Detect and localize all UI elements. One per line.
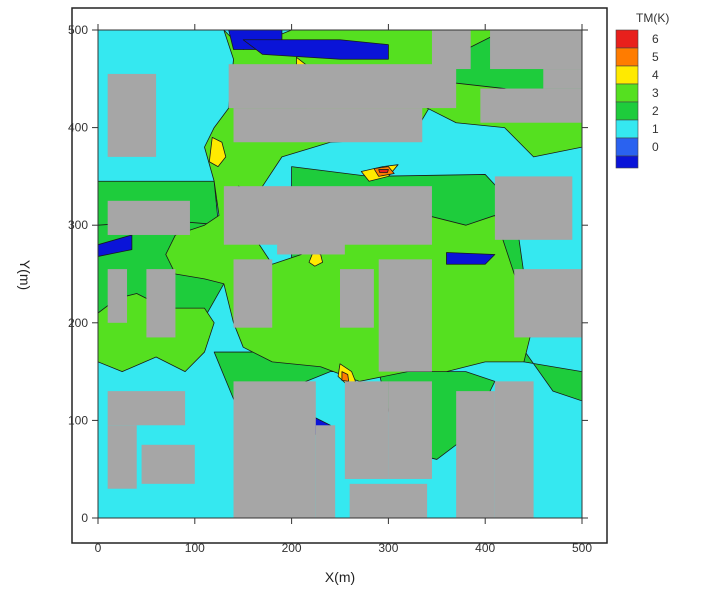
plot-border [97,29,583,519]
contour-region-level-6 [378,169,389,173]
building-block [306,78,423,109]
legend-label: 0 [652,140,659,154]
x-tick-label: 400 [475,541,495,555]
legend-swatch [615,83,639,103]
building-block [490,30,582,70]
building-block [277,225,345,255]
legend-label: 5 [652,50,659,64]
building-block [233,259,273,328]
building-block [107,269,128,323]
y-axis-ticks: 0 100 200 300 400 500 [68,23,588,525]
building-block [107,200,190,235]
y-tick-label: 100 [68,413,88,427]
legend-swatch [615,65,639,85]
legend-swatch [615,29,639,49]
building-block [315,425,336,518]
legend-label: 3 [652,86,659,100]
legend-swatch [615,47,639,67]
building-block [146,269,176,338]
contour-region-level-4 [208,136,227,168]
y-tick-label: 400 [68,121,88,135]
building-block [141,444,195,484]
building-block [233,108,423,143]
building-block [340,269,374,328]
building-block [107,391,186,426]
legend-label: 6 [652,32,659,46]
contour-region-level-low [98,234,133,257]
x-tick-label: 0 [95,541,102,555]
building-block [494,381,534,518]
building-block [233,381,316,518]
x-tick-label: 300 [378,541,398,555]
building-block [344,381,389,479]
x-tick-label: 100 [185,541,205,555]
building-block [456,391,495,518]
building-block [107,73,157,157]
y-tick-label: 300 [68,218,88,232]
building-block [494,176,573,240]
x-axis-ticks: 0 100 200 300 400 500 [95,24,592,555]
building-block [107,425,137,489]
legend-swatches: 6 5 4 3 2 1 0 [615,29,659,169]
y-tick-label: 200 [68,316,88,330]
building-block [543,69,582,89]
building-block [388,381,432,479]
y-tick-label: 500 [68,23,88,37]
legend-title: TM(K) [636,11,669,25]
legend-swatch [615,137,639,157]
building-block [378,259,432,372]
legend-swatch [615,119,639,139]
plot-area [98,30,582,518]
building-block [431,30,471,70]
legend-label: 2 [652,104,659,118]
legend-swatch-bottom [615,155,639,169]
y-axis-title: Y(m) [17,260,33,290]
buildings [107,30,582,518]
y-tick-label: 0 [81,511,88,525]
x-axis-title: X(m) [325,569,355,585]
building-block [349,483,428,518]
legend-label: 1 [652,122,659,136]
contour-region-level-low [446,252,496,265]
x-tick-label: 500 [572,541,592,555]
building-block [480,88,582,123]
x-tick-label: 200 [282,541,302,555]
building-block [514,269,582,338]
legend-label: 4 [652,68,659,82]
legend-swatch [615,101,639,121]
legend: TM(K) 6 5 4 3 2 1 0 [615,11,669,169]
contour-region-level-low [242,39,389,60]
